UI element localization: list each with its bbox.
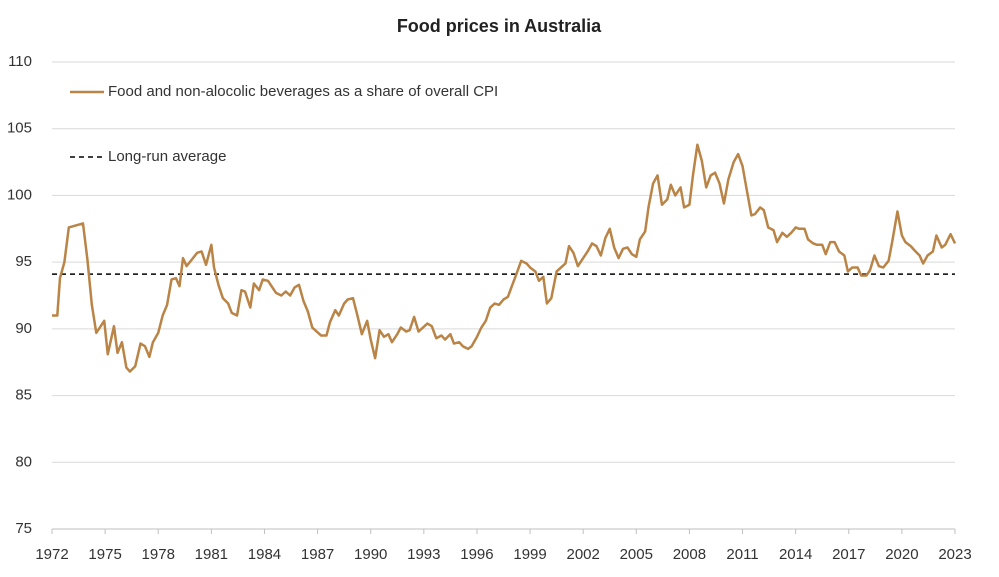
x-tick-label: 1996 — [460, 546, 493, 563]
x-tick-label: 1987 — [301, 546, 334, 563]
series-line — [52, 143, 957, 373]
x-tick-label: 2008 — [673, 546, 706, 563]
y-tick-label: 110 — [8, 53, 32, 70]
y-tick-label: 80 — [15, 453, 32, 470]
y-tick-label: 75 — [15, 520, 32, 537]
x-tick-label: 1999 — [513, 546, 546, 563]
y-tick-label: 95 — [15, 253, 32, 270]
x-tick-label: 2023 — [938, 546, 971, 563]
y-tick-label: 100 — [7, 186, 32, 203]
x-tick-label: 2020 — [885, 546, 918, 563]
x-tick-label: 2017 — [832, 546, 865, 563]
y-tick-label: 90 — [15, 320, 32, 337]
x-tick-label: 1981 — [195, 546, 228, 563]
x-tick-label: 2014 — [779, 546, 812, 563]
chart-title: Food prices in Australia — [397, 16, 602, 36]
y-tick-label: 105 — [7, 120, 32, 137]
x-tick-label: 2011 — [726, 546, 758, 563]
x-tick-label: 2002 — [566, 546, 599, 563]
x-tick-label: 1993 — [407, 546, 440, 563]
x-tick-label: 1984 — [248, 546, 281, 563]
legend-label: Long-run average — [108, 148, 226, 165]
x-tick-label: 1975 — [88, 546, 121, 563]
x-tick-label: 1972 — [35, 546, 68, 563]
x-tick-label: 1990 — [354, 546, 387, 563]
y-tick-label: 85 — [15, 387, 32, 404]
x-tick-label: 1978 — [142, 546, 175, 563]
legend-label: Food and non-alocolic beverages as a sha… — [108, 83, 498, 100]
x-tick-label: 2005 — [620, 546, 653, 563]
